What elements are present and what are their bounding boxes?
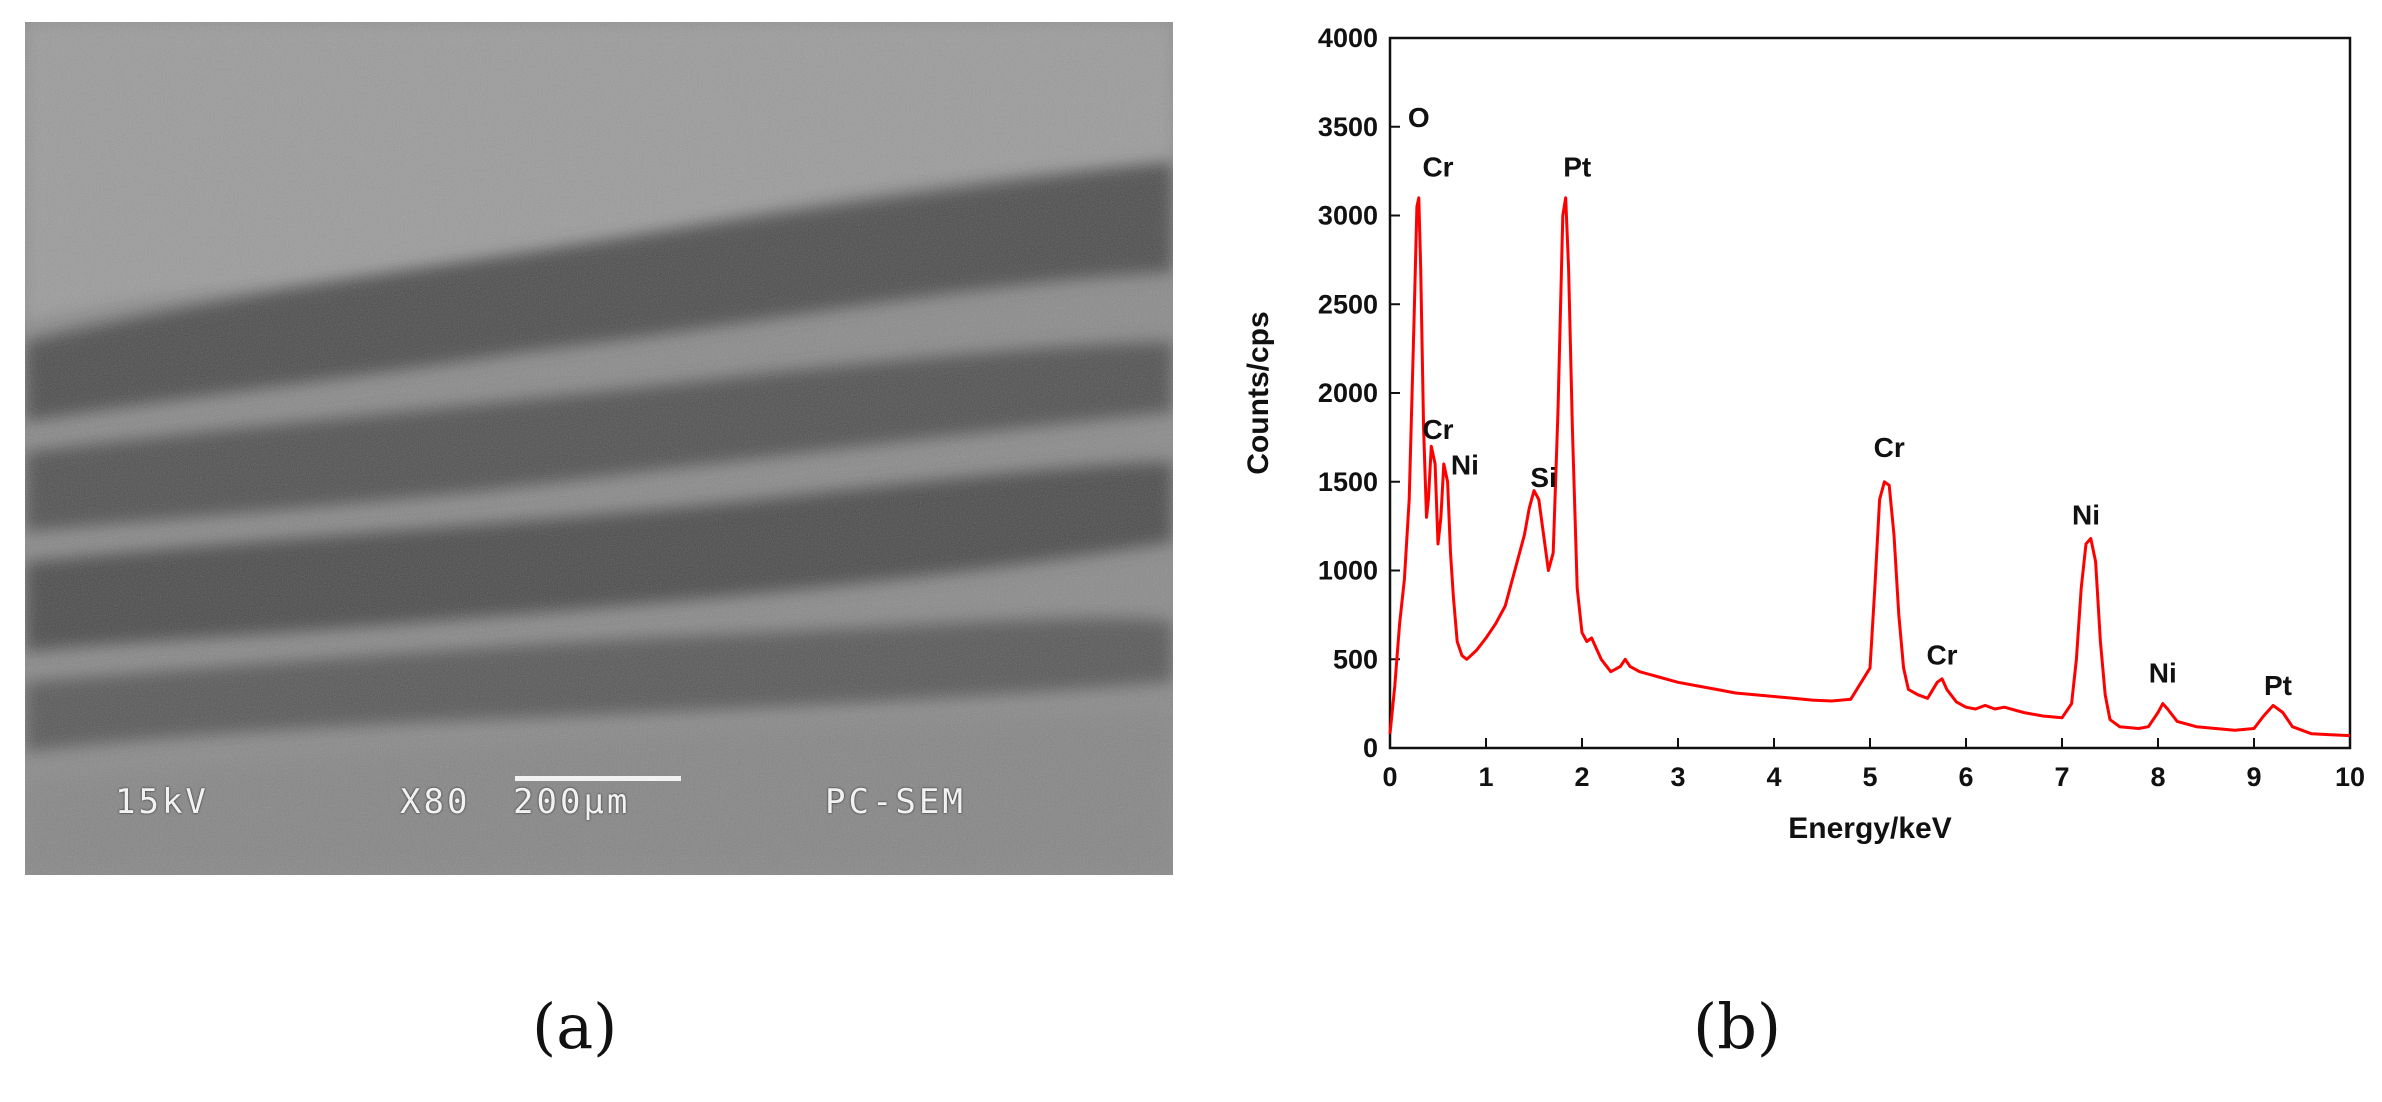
peak-label: Cr (1874, 432, 1905, 463)
peak-label: Si (1530, 462, 1556, 493)
y-tick-label: 2500 (1318, 289, 1378, 319)
peak-label: Pt (1563, 151, 1591, 182)
plot-frame (1388, 36, 2352, 750)
y-tick-label: 1000 (1318, 556, 1378, 586)
x-tick-label: 6 (1958, 762, 1973, 792)
x-tick-label: 10 (2335, 762, 2365, 792)
x-tick-label: 4 (1766, 762, 1781, 792)
sem-magnification-label: X80 (400, 782, 471, 822)
peak-label: Ni (2149, 657, 2177, 688)
sem-instrument-label: PC-SEM (825, 782, 966, 822)
peak-label: Cr (1926, 640, 1957, 671)
x-tick-label: 8 (2150, 762, 2165, 792)
peak-label: Cr (1422, 151, 1453, 182)
y-tick-label: 2000 (1318, 378, 1378, 408)
y-tick-label: 0 (1363, 733, 1378, 763)
y-tick-label: 1500 (1318, 467, 1378, 497)
x-axis: 0 1 2 3 4 5 6 7 8 9 10 (1382, 738, 2365, 792)
caption-b: (b) (1693, 990, 1782, 1063)
x-tick-label: 3 (1670, 762, 1685, 792)
x-tick-label: 1 (1478, 762, 1493, 792)
caption-a: (a) (532, 990, 618, 1063)
spectrum-series-line (1388, 196, 2351, 738)
y-tick-label: 3000 (1318, 201, 1378, 231)
x-tick-label: 2 (1574, 762, 1589, 792)
y-tick-label: 500 (1333, 644, 1378, 674)
peak-label: Cr (1422, 414, 1453, 445)
x-tick-label: 5 (1862, 762, 1877, 792)
x-tick-label: 7 (2054, 762, 2069, 792)
sem-micrograph: 15kV X80 200μm PC-SEM (25, 22, 1173, 875)
peak-label: Ni (1451, 450, 1479, 481)
y-tick-label: 4000 (1318, 23, 1378, 53)
x-tick-label: 0 (1382, 762, 1397, 792)
y-axis: 0 500 1000 1500 2000 2500 3000 3500 4000 (1318, 23, 1400, 763)
x-axis-title: Energy/keV (1788, 812, 1951, 845)
peak-label: Pt (2264, 670, 2292, 701)
peak-label: O (1408, 102, 1430, 133)
y-axis-title: Counts/cps (1242, 311, 1275, 474)
y-tick-label: 3500 (1318, 112, 1378, 142)
sem-texture (25, 22, 1173, 875)
x-tick-label: 9 (2246, 762, 2261, 792)
sem-scale-label: 200μm (513, 782, 631, 822)
sem-scale-bar (515, 776, 681, 781)
sem-voltage-label: 15kV (115, 782, 209, 822)
peak-labels: O Cr Pt Cr Ni Si Cr Ni Cr Ni Pt (1408, 102, 2292, 701)
peak-label: Ni (2072, 499, 2100, 530)
